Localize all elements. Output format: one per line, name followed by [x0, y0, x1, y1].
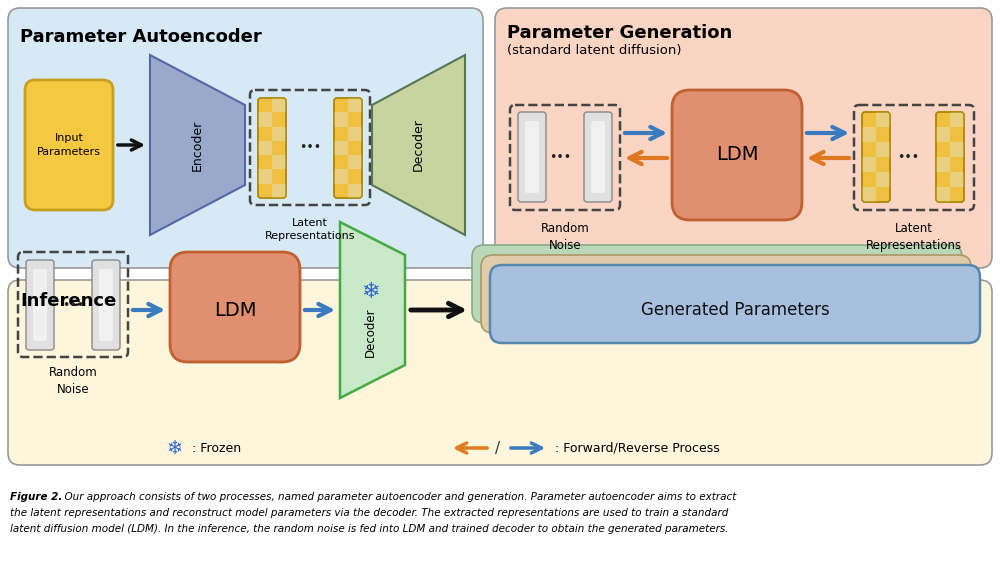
FancyBboxPatch shape	[25, 80, 113, 210]
Text: Our approach consists of two processes, named parameter autoencoder and generati: Our approach consists of two processes, …	[58, 492, 736, 502]
Text: ❄: ❄	[167, 438, 183, 458]
FancyBboxPatch shape	[472, 245, 962, 323]
Bar	[936, 157, 950, 172]
Bar	[272, 155, 286, 169]
FancyBboxPatch shape	[170, 252, 300, 362]
Bar	[348, 155, 362, 169]
Text: •••: •••	[897, 150, 919, 163]
Bar	[950, 172, 964, 187]
Text: Latent
Representations: Latent Representations	[866, 222, 962, 252]
FancyBboxPatch shape	[8, 8, 483, 268]
FancyBboxPatch shape	[584, 112, 612, 202]
Text: ❄: ❄	[361, 282, 379, 302]
FancyBboxPatch shape	[672, 90, 802, 220]
Bar	[950, 142, 964, 157]
Bar	[258, 141, 272, 155]
Text: Random
Noise: Random Noise	[541, 222, 589, 252]
Bar	[258, 112, 272, 127]
Bar	[258, 170, 272, 184]
Text: Figure 2.: Figure 2.	[10, 492, 62, 502]
Bar	[862, 157, 876, 172]
Text: Decoder: Decoder	[412, 119, 424, 171]
Bar	[272, 127, 286, 141]
Text: /: /	[495, 441, 500, 455]
Text: Decoder: Decoder	[364, 307, 376, 357]
FancyBboxPatch shape	[591, 121, 605, 193]
Text: LDM: LDM	[716, 146, 758, 164]
Text: : Frozen: : Frozen	[192, 441, 241, 454]
FancyBboxPatch shape	[92, 260, 120, 350]
Text: Generated Parameters: Generated Parameters	[641, 301, 829, 319]
FancyBboxPatch shape	[8, 280, 992, 465]
Text: •••: •••	[299, 141, 321, 154]
Bar	[862, 187, 876, 202]
Polygon shape	[340, 222, 405, 398]
FancyBboxPatch shape	[495, 8, 992, 268]
Bar	[334, 170, 348, 184]
Text: : Forward/Reverse Process: : Forward/Reverse Process	[555, 441, 720, 454]
Text: •••: •••	[549, 150, 571, 163]
FancyBboxPatch shape	[490, 265, 980, 343]
FancyBboxPatch shape	[334, 98, 362, 198]
FancyBboxPatch shape	[518, 112, 546, 202]
Bar	[334, 141, 348, 155]
Bar	[876, 172, 890, 187]
Bar	[950, 112, 964, 127]
Bar	[334, 112, 348, 127]
Text: Encoder: Encoder	[190, 119, 204, 171]
Bar	[272, 98, 286, 112]
Polygon shape	[372, 55, 465, 235]
Text: Parameter Generation: Parameter Generation	[507, 24, 732, 42]
Polygon shape	[150, 55, 245, 235]
FancyBboxPatch shape	[936, 112, 964, 202]
FancyBboxPatch shape	[862, 112, 890, 202]
Bar	[348, 98, 362, 112]
FancyBboxPatch shape	[26, 260, 54, 350]
Text: Parameter Autoencoder: Parameter Autoencoder	[20, 28, 262, 46]
Bar	[272, 184, 286, 198]
Text: latent diffusion model (LDM). In the inference, the random noise is fed into LDM: latent diffusion model (LDM). In the inf…	[10, 524, 728, 534]
Text: (standard latent diffusion): (standard latent diffusion)	[507, 44, 682, 57]
Bar	[862, 127, 876, 142]
FancyBboxPatch shape	[481, 255, 971, 333]
Text: LDM: LDM	[214, 301, 256, 319]
Text: Inference: Inference	[20, 292, 116, 310]
Text: Latent
Representations: Latent Representations	[265, 218, 355, 241]
Bar	[348, 127, 362, 141]
Text: •••: •••	[62, 298, 84, 311]
FancyBboxPatch shape	[258, 98, 286, 198]
Bar	[348, 184, 362, 198]
FancyBboxPatch shape	[33, 269, 47, 341]
Bar	[936, 187, 950, 202]
Bar	[876, 112, 890, 127]
Text: Input
Parameters: Input Parameters	[37, 133, 101, 157]
Text: Random
Noise: Random Noise	[49, 366, 97, 396]
FancyBboxPatch shape	[99, 269, 113, 341]
FancyBboxPatch shape	[525, 121, 539, 193]
Bar	[876, 142, 890, 157]
Bar	[936, 127, 950, 142]
Text: the latent representations and reconstruct model parameters via the decoder. The: the latent representations and reconstru…	[10, 508, 728, 518]
